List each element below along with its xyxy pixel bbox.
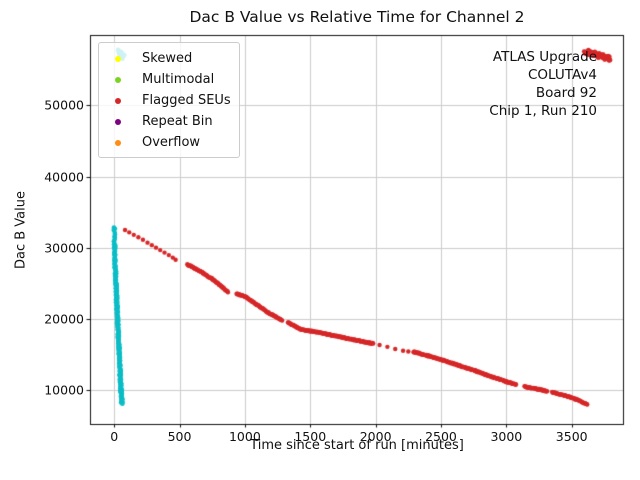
legend-item-label: Skewed bbox=[142, 51, 193, 66]
legend-marker-icon bbox=[115, 118, 121, 125]
legend-item-label: Multimodal bbox=[142, 72, 215, 87]
legend-item-repeat-bin: Repeat Bin bbox=[99, 111, 239, 132]
legend-marker-icon bbox=[115, 55, 121, 62]
legend-item-label: Repeat Bin bbox=[142, 114, 213, 129]
legend-marker-icon bbox=[115, 76, 121, 83]
annotation-line: ATLAS Upgrade bbox=[492, 49, 597, 65]
legend-item-flagged-seus: Flagged SEUs bbox=[99, 90, 239, 111]
legend-item-multimodal: Multimodal bbox=[99, 69, 239, 90]
x-axis-label: Time since start of run [minutes] bbox=[250, 438, 464, 453]
legend-item-label: Overflow bbox=[142, 135, 201, 150]
legend-item-skewed: Skewed bbox=[99, 48, 239, 69]
y-axis-label: Dac B Value bbox=[13, 190, 29, 270]
legend-item-label: Flagged SEUs bbox=[142, 93, 231, 108]
legend-marker-icon bbox=[115, 97, 121, 104]
legend-marker-icon bbox=[115, 139, 121, 146]
annotation-line: Chip 1, Run 210 bbox=[489, 103, 597, 119]
legend: Skewed Multimodal Flagged SEUs Repeat Bin Ov… bbox=[98, 42, 240, 158]
chart-title: Dac B Value vs Relative Time for Channel… bbox=[189, 8, 525, 26]
legend-item-overflow: Overflow bbox=[99, 132, 239, 153]
annotation-text: ATLAS Upgrade COLUTAv4 Board 92 Chip 1, … bbox=[489, 48, 597, 120]
annotation-line: Board 92 bbox=[535, 85, 597, 101]
annotation-line: COLUTAv4 bbox=[527, 67, 597, 83]
